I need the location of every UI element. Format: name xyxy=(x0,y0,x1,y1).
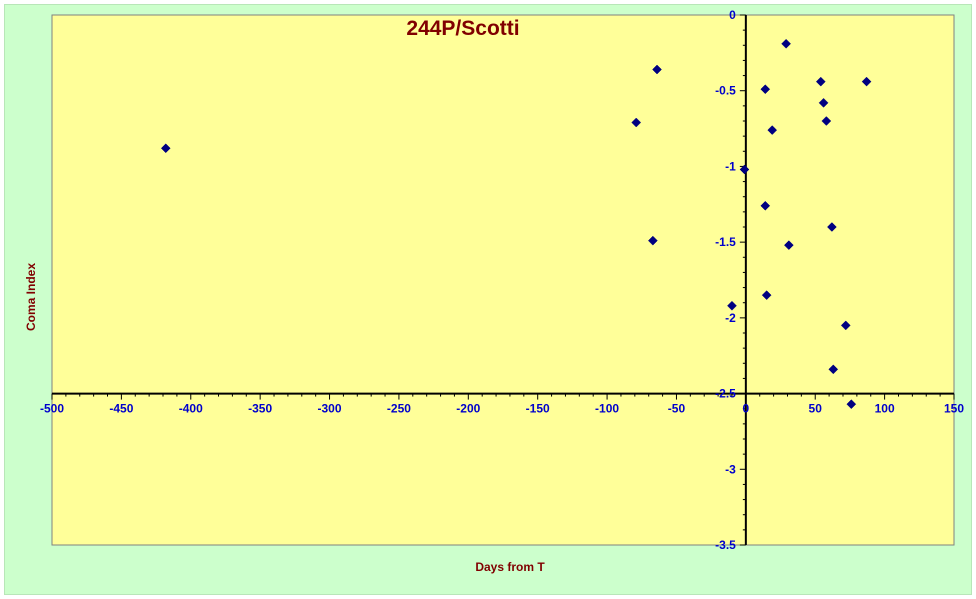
y-tick-label: -0.5 xyxy=(715,84,736,98)
data-point xyxy=(631,117,642,128)
plot-area xyxy=(51,14,955,546)
data-point xyxy=(739,164,750,175)
data-point xyxy=(760,84,771,95)
x-axis-title: Days from T xyxy=(475,560,545,574)
data-point xyxy=(652,64,662,75)
x-tick-label: -200 xyxy=(456,402,480,416)
data-point xyxy=(821,116,832,126)
tick-labels: -500 -450 -400 -350 -300 -250 -200 -150 -100 -50 0… xyxy=(40,8,964,552)
data-point xyxy=(828,364,839,375)
y-tick-label: -3.5 xyxy=(715,538,736,552)
x-tick-label: -300 xyxy=(318,402,342,416)
x-tick-label: -100 xyxy=(595,402,619,416)
x-tick-label: -350 xyxy=(248,402,272,416)
x-tick-label: -250 xyxy=(387,402,411,416)
y-tick-label: -2.5 xyxy=(715,387,736,401)
y-tick-label: -1 xyxy=(725,159,736,173)
tick-marks xyxy=(51,14,955,546)
y-axis-title: Coma Index xyxy=(24,263,38,331)
x-tick-label: 0 xyxy=(743,402,750,416)
y-tick-label: 0 xyxy=(729,8,736,22)
axes xyxy=(52,15,954,545)
data-point xyxy=(784,240,794,251)
y-tick-label: -2 xyxy=(725,311,736,325)
x-tick-label: 50 xyxy=(809,402,823,416)
data-point xyxy=(760,200,771,211)
data-point xyxy=(861,76,872,87)
data-point xyxy=(818,97,829,108)
data-point xyxy=(827,222,837,232)
x-tick-label: -450 xyxy=(109,402,133,416)
chart-title: 244P/Scotti xyxy=(406,17,519,40)
x-tick-label: -150 xyxy=(526,402,550,416)
x-tick-label: 150 xyxy=(944,402,964,416)
data-point xyxy=(761,290,772,300)
x-tick-label: 100 xyxy=(875,402,895,416)
x-tick-label: -400 xyxy=(179,402,203,416)
y-tick-label: -1.5 xyxy=(715,235,736,249)
data-point xyxy=(160,143,171,154)
data-point xyxy=(846,399,857,410)
data-point xyxy=(840,320,851,331)
data-point xyxy=(767,125,778,135)
x-tick-label: -500 xyxy=(40,402,64,416)
data-point xyxy=(781,38,791,49)
data-point xyxy=(727,300,737,311)
x-tick-label: -50 xyxy=(668,402,686,416)
data-point xyxy=(648,235,658,246)
data-point xyxy=(815,76,826,87)
data-points xyxy=(160,38,872,410)
y-tick-label: -3 xyxy=(725,462,736,476)
